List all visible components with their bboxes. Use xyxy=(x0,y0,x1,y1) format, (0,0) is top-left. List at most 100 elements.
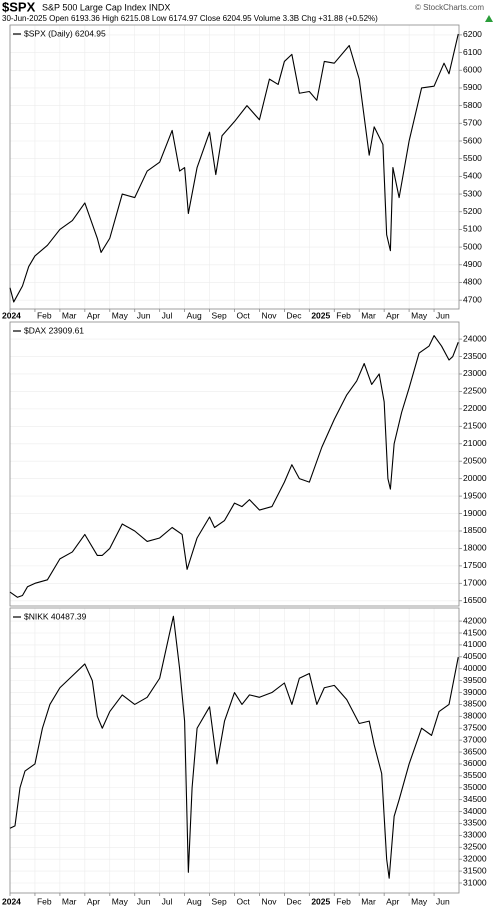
y-tick-label: 5800 xyxy=(463,100,482,110)
x-tick-label: Jun xyxy=(436,310,450,320)
y-tick-label: 21500 xyxy=(463,421,487,431)
x-tick-label: Jul xyxy=(162,310,173,320)
y-tick-label: 4700 xyxy=(463,294,482,304)
y-tick-label: 22000 xyxy=(463,403,487,413)
x-tick-label: Aug xyxy=(187,896,202,906)
x-tick-label: May xyxy=(411,310,428,320)
y-tick-label: 21000 xyxy=(463,438,487,448)
y-tick-label: 6100 xyxy=(463,47,482,57)
legend-label: $SPX (Daily) 6204.95 xyxy=(24,28,106,38)
y-tick-label: 37500 xyxy=(463,722,487,732)
x-tick-label: Nov xyxy=(261,896,277,906)
y-tick-label: 19000 xyxy=(463,508,487,518)
y-tick-label: 24000 xyxy=(463,333,487,343)
y-tick-label: 32000 xyxy=(463,853,487,863)
y-tick-label: 38000 xyxy=(463,711,487,721)
y-tick-label: 5000 xyxy=(463,241,482,251)
x-tick-label: Apr xyxy=(386,896,399,906)
y-tick-label: 5600 xyxy=(463,135,482,145)
y-tick-label: 40500 xyxy=(463,651,487,661)
x-tick-label: Dec xyxy=(286,896,302,906)
x-tick-label: Sep xyxy=(212,896,227,906)
x-tick-label: Nov xyxy=(261,310,277,320)
y-tick-label: 31500 xyxy=(463,865,487,875)
y-tick-label: 19500 xyxy=(463,490,487,500)
x-tick-label: Feb xyxy=(336,310,351,320)
x-tick-label: 2025 xyxy=(311,310,330,320)
y-tick-label: 34500 xyxy=(463,794,487,804)
x-tick-label: 2024 xyxy=(2,310,21,320)
y-tick-label: 42000 xyxy=(463,615,487,625)
x-tick-label: Oct xyxy=(237,310,251,320)
y-tick-label: 39500 xyxy=(463,675,487,685)
x-tick-label: Jun xyxy=(137,896,151,906)
y-tick-label: 20000 xyxy=(463,473,487,483)
y-tick-label: 17000 xyxy=(463,578,487,588)
x-tick-label: Mar xyxy=(62,310,77,320)
y-tick-label: 34000 xyxy=(463,806,487,816)
change-arrow xyxy=(485,15,493,22)
y-tick-label: 17500 xyxy=(463,560,487,570)
x-tick-label: May xyxy=(112,896,129,906)
plot-frame xyxy=(9,607,460,894)
x-tick-label: Sep xyxy=(212,310,227,320)
legend-label: $NIKK 40487.39 xyxy=(24,611,87,621)
y-tick-label: 18500 xyxy=(463,525,487,535)
x-tick-label: Apr xyxy=(87,310,100,320)
y-tick-label: 35000 xyxy=(463,782,487,792)
y-tick-label: 23500 xyxy=(463,351,487,361)
credit: © StockCharts.com xyxy=(415,3,484,12)
y-tick-label: 23000 xyxy=(463,368,487,378)
y-tick-label: 33500 xyxy=(463,818,487,828)
plot-frame xyxy=(9,24,460,310)
y-tick-label: 33000 xyxy=(463,830,487,840)
x-tick-label: Dec xyxy=(286,310,302,320)
x-tick-label: Oct xyxy=(237,896,251,906)
x-tick-label: Apr xyxy=(386,310,399,320)
x-tick-label: Feb xyxy=(336,896,351,906)
y-tick-label: 5700 xyxy=(463,118,482,128)
plot-frame xyxy=(9,321,460,607)
y-tick-label: 36500 xyxy=(463,746,487,756)
price-line xyxy=(9,33,459,303)
quote-line: 30-Jun-2025 Open 6193.36 High 6215.08 Lo… xyxy=(2,14,378,23)
x-tick-label: 2025 xyxy=(311,896,330,906)
y-tick-label: 6200 xyxy=(463,29,482,39)
y-tick-label: 5100 xyxy=(463,224,482,234)
legend-label: $DAX 23909.61 xyxy=(24,325,84,335)
price-line xyxy=(9,615,459,879)
y-tick-label: 31000 xyxy=(463,877,487,887)
y-tick-label: 5400 xyxy=(463,171,482,181)
x-tick-label: Jun xyxy=(436,896,450,906)
y-tick-label: 36000 xyxy=(463,758,487,768)
price-line xyxy=(9,335,459,598)
y-tick-label: 41000 xyxy=(463,639,487,649)
y-tick-label: 5200 xyxy=(463,206,482,216)
y-tick-label: 16500 xyxy=(463,595,487,605)
y-tick-label: 4900 xyxy=(463,259,482,269)
y-tick-label: 18000 xyxy=(463,543,487,553)
chart-subtitle: S&P 500 Large Cap Index INDX xyxy=(42,2,170,12)
x-tick-label: May xyxy=(112,310,129,320)
x-tick-label: Apr xyxy=(87,896,100,906)
x-tick-label: Jun xyxy=(137,310,151,320)
y-tick-label: 35500 xyxy=(463,770,487,780)
x-tick-label: Mar xyxy=(361,896,376,906)
x-tick-label: Feb xyxy=(37,896,52,906)
x-tick-label: May xyxy=(411,896,428,906)
y-tick-label: 5900 xyxy=(463,82,482,92)
x-tick-label: Mar xyxy=(361,310,376,320)
y-tick-label: 40000 xyxy=(463,663,487,673)
y-tick-label: 5300 xyxy=(463,188,482,198)
x-tick-label: Feb xyxy=(37,310,52,320)
y-tick-label: 39000 xyxy=(463,687,487,697)
y-tick-label: 20500 xyxy=(463,455,487,465)
y-tick-label: 41500 xyxy=(463,627,487,637)
y-tick-label: 4800 xyxy=(463,277,482,287)
y-tick-label: 38500 xyxy=(463,699,487,709)
x-tick-label: Jul xyxy=(162,896,173,906)
y-tick-label: 37000 xyxy=(463,734,487,744)
x-tick-label: Mar xyxy=(62,896,77,906)
